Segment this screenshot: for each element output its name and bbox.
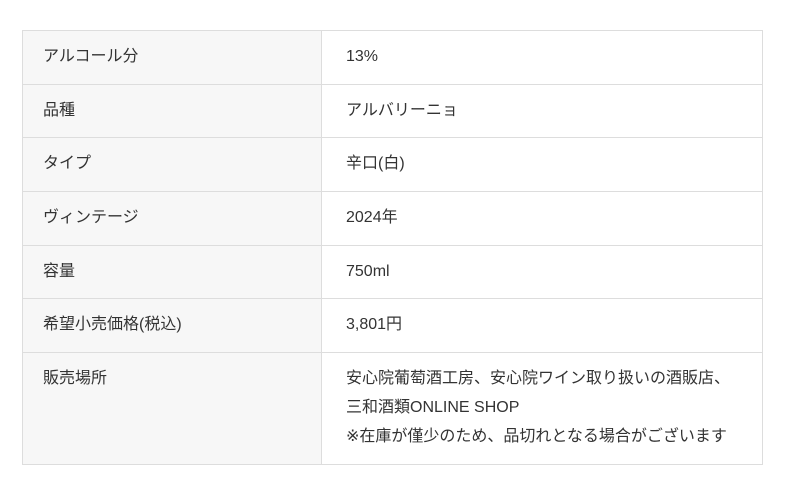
spec-value-cell: 2024年 — [321, 191, 763, 246]
spec-value-cell: 3,801円 — [321, 298, 763, 354]
spec-table-body: アルコール分 13% 品種 アルバリーニョ タイプ 辛口(白) ヴィンテージ 2… — [22, 30, 763, 465]
spec-value: 3,801円 — [346, 316, 403, 334]
spec-label-cell: ヴィンテージ — [22, 191, 322, 246]
spec-label-cell: タイプ — [22, 137, 322, 193]
spec-label: 希望小売価格(税込) — [43, 316, 182, 334]
spec-label-cell: アルコール分 — [22, 30, 322, 85]
spec-label: 品種 — [43, 101, 76, 119]
spec-label-cell: 品種 — [22, 83, 322, 139]
spec-value-cell: アルバリーニョ — [321, 83, 763, 139]
spec-row: 販売場所 安心院葡萄酒工房、安心院ワイン取り扱いの酒販店、 三和酒類ONLINE… — [22, 352, 763, 465]
spec-label-cell: 容量 — [22, 244, 322, 300]
spec-value: 安心院葡萄酒工房、安心院ワイン取り扱いの酒販店、 三和酒類ONLINE SHOP… — [346, 370, 731, 445]
spec-value: 2024年 — [346, 209, 398, 226]
spec-value-cell: 辛口(白) — [321, 137, 763, 193]
spec-value: アルバリーニョ — [346, 101, 458, 119]
spec-row: タイプ 辛口(白) — [22, 137, 763, 193]
spec-value: 13% — [346, 47, 379, 65]
spec-label-cell: 希望小売価格(税込) — [22, 298, 322, 354]
spec-row: 品種 アルバリーニョ — [22, 83, 763, 139]
spec-label: 販売場所 — [43, 370, 108, 388]
spec-label: 容量 — [43, 262, 76, 280]
spec-value: 750ml — [346, 262, 390, 280]
spec-label: タイプ — [43, 155, 92, 173]
spec-row: アルコール分 13% — [22, 30, 763, 85]
spec-value-cell: 13% — [321, 30, 763, 85]
spec-row: 希望小売価格(税込) 3,801円 — [22, 298, 763, 354]
spec-label-cell: 販売場所 — [22, 352, 322, 465]
spec-value-cell: 安心院葡萄酒工房、安心院ワイン取り扱いの酒販店、 三和酒類ONLINE SHOP… — [321, 352, 763, 465]
spec-row: ヴィンテージ 2024年 — [22, 191, 763, 246]
spec-label: アルコール分 — [43, 47, 139, 65]
spec-value-cell: 750ml — [321, 244, 763, 300]
spec-row: 容量 750ml — [22, 244, 763, 300]
product-spec-table: アルコール分 13% 品種 アルバリーニョ タイプ 辛口(白) ヴィンテージ 2… — [22, 30, 763, 465]
spec-label: ヴィンテージ — [43, 209, 139, 226]
spec-value: 辛口(白) — [346, 155, 405, 173]
